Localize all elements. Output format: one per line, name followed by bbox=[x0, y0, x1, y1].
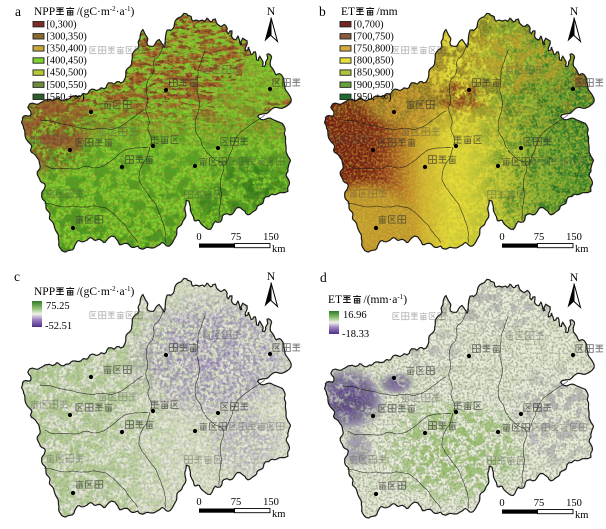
svg-text:/(mm·a-1): /(mm·a-1) bbox=[364, 293, 408, 306]
svg-text:ET: ET bbox=[341, 6, 355, 18]
svg-text:/mm: /mm bbox=[377, 6, 398, 18]
svg-text:-18.33: -18.33 bbox=[342, 329, 369, 340]
svg-text:[750,800): [750,800) bbox=[354, 44, 394, 55]
svg-text:[400,450): [400,450) bbox=[47, 56, 87, 67]
svg-text:/(gC·m-2·a-1): /(gC·m-2·a-1) bbox=[77, 5, 135, 18]
svg-text:[550,+∞): [550,+∞) bbox=[47, 92, 85, 103]
svg-text:[300,350): [300,350) bbox=[47, 31, 87, 42]
svg-text:[500,550): [500,550) bbox=[47, 80, 87, 91]
svg-text:[0,300): [0,300) bbox=[47, 19, 77, 30]
svg-text:b: b bbox=[319, 4, 326, 19]
svg-text:d: d bbox=[320, 270, 327, 285]
svg-text:/(gC·m-2·a-1): /(gC·m-2·a-1) bbox=[77, 285, 135, 298]
svg-text:c: c bbox=[14, 269, 20, 284]
svg-text:[900,950): [900,950) bbox=[354, 80, 394, 91]
svg-text:[450,500): [450,500) bbox=[47, 68, 87, 79]
svg-text:ET: ET bbox=[328, 294, 342, 306]
svg-text:16.96: 16.96 bbox=[343, 310, 367, 321]
svg-text:[350,400): [350,400) bbox=[47, 44, 87, 55]
svg-text:75.25: 75.25 bbox=[46, 301, 70, 312]
svg-text:[0,700): [0,700) bbox=[354, 19, 384, 30]
svg-text:a: a bbox=[15, 4, 21, 19]
svg-text:-52.51: -52.51 bbox=[45, 321, 72, 332]
svg-text:[850,900): [850,900) bbox=[354, 68, 394, 79]
svg-text:NPP: NPP bbox=[34, 286, 55, 298]
svg-text:[800,850): [800,850) bbox=[354, 56, 394, 67]
svg-text:[700,750): [700,750) bbox=[354, 31, 394, 42]
svg-text:[950,+∞): [950,+∞) bbox=[354, 92, 392, 103]
svg-text:NPP: NPP bbox=[34, 6, 55, 18]
